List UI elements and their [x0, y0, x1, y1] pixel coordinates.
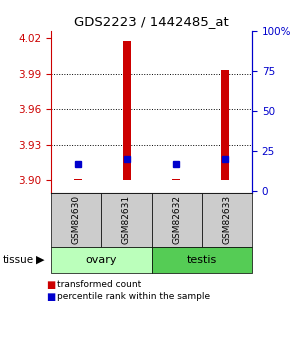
Title: GDS2223 / 1442485_at: GDS2223 / 1442485_at — [74, 16, 229, 29]
Text: tissue: tissue — [3, 255, 34, 265]
Bar — [74, 179, 82, 180]
Text: testis: testis — [187, 255, 217, 265]
Text: transformed count: transformed count — [57, 280, 141, 289]
Text: ▶: ▶ — [36, 255, 45, 265]
Text: GSM82633: GSM82633 — [222, 195, 231, 245]
Text: ■: ■ — [46, 280, 56, 289]
Text: GSM82630: GSM82630 — [72, 195, 81, 245]
Bar — [220, 70, 230, 180]
Bar — [172, 179, 180, 180]
Text: GSM82631: GSM82631 — [122, 195, 131, 245]
Text: percentile rank within the sample: percentile rank within the sample — [57, 292, 210, 301]
Text: ovary: ovary — [85, 255, 117, 265]
Bar — [123, 40, 131, 180]
Text: GSM82632: GSM82632 — [172, 195, 181, 245]
Text: ■: ■ — [46, 292, 56, 302]
